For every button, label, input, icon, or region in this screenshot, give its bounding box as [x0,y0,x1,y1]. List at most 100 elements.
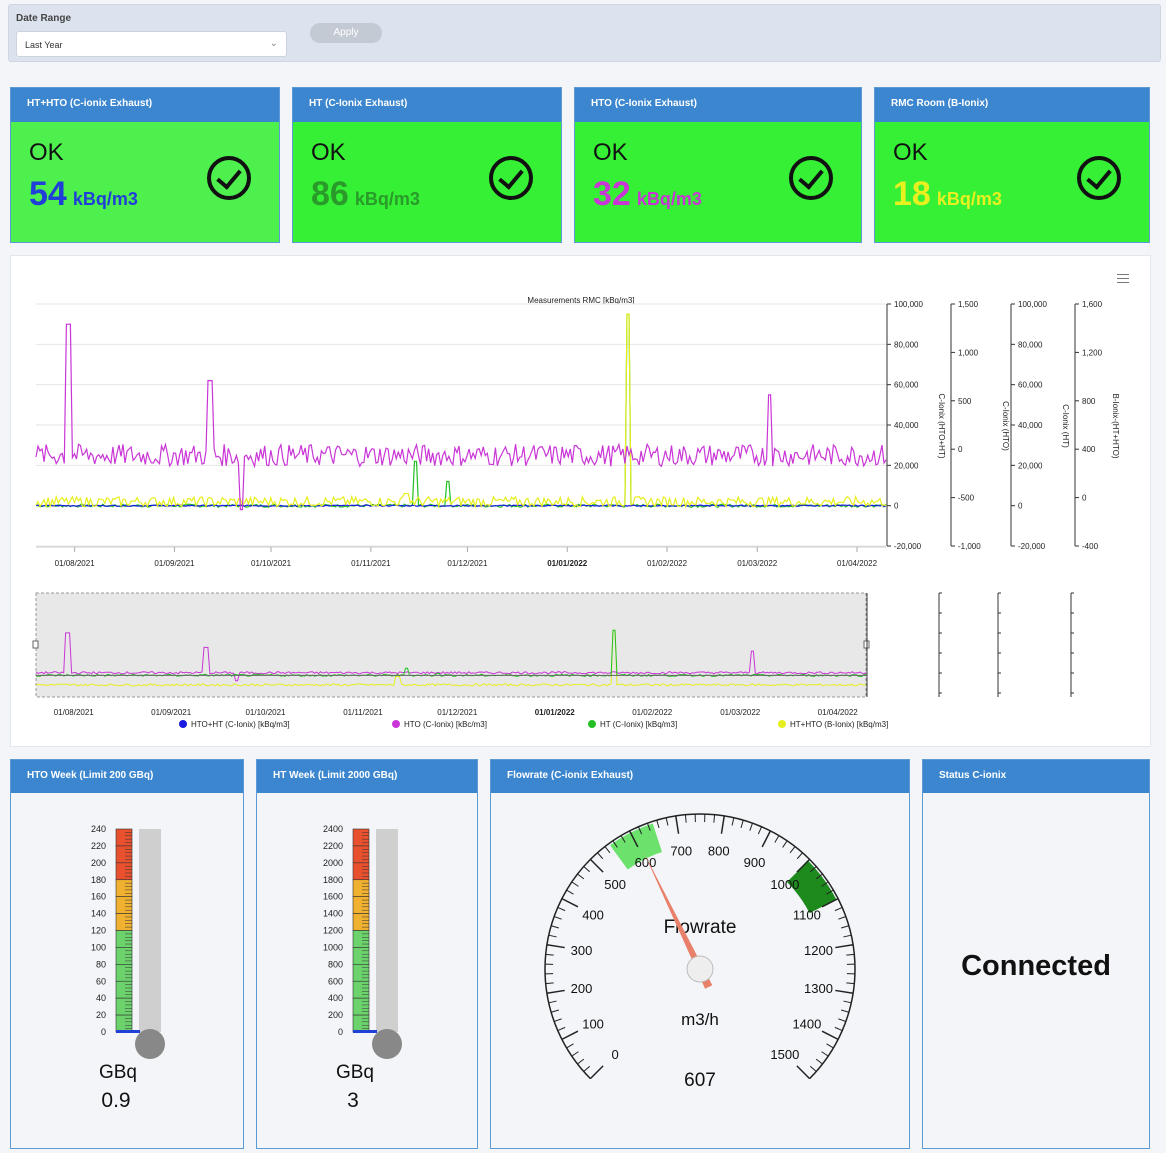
scale-band [115,879,133,897]
dial-major-tick [546,944,565,949]
x-tick-label: 01/01/2022 [547,559,588,568]
dial-minor-tick [553,1018,562,1022]
status-value: 32 kBq/m3 [593,175,702,214]
dial-major-tick [835,944,854,949]
dial-major-tick [761,830,772,848]
x-tick-label: 01/02/2022 [647,559,688,568]
legend-label: HTO (C-Ionix) [kBc/m3] [404,720,487,729]
dial-minor-tick [749,822,753,831]
dial-minor-tick [809,866,817,873]
dial-minor-tick [846,982,855,985]
dial-major-tick [835,989,854,994]
y-axis-label: C-Ionix (HTO) [1001,401,1010,451]
series-line [35,313,887,508]
navigator-tick-label: 01/08/2021 [54,708,95,717]
dial-arc [544,813,856,1080]
dial-major-tick [546,989,565,994]
dial-minor-tick [665,817,669,826]
scale-label: 1000 [323,942,343,952]
legend-marker [588,720,596,728]
dial-minor-tick [566,889,574,895]
scale-band [352,964,370,982]
dial-minor-tick [815,873,823,880]
scale-band [352,947,370,965]
navigator-series [35,632,867,682]
scale-band [115,964,133,982]
status-card-rmc: RMC Room (B-Ionix) OK 18 kBq/m3 [874,87,1150,243]
scale-band [352,997,370,1016]
connection-status: Connected [961,950,1111,982]
dial-major-tick [821,897,839,908]
date-range-select[interactable]: Last Year ⌄ [16,31,287,57]
ht-week-thermometer: 2400220020001800160014001200100080060040… [323,824,402,1112]
dial-minor-tick [583,866,591,873]
flowrate-card: Flowrate (C-ionix Exhaust) 0 100 200 300 400… [490,759,910,1149]
scale-label: 20 [96,1010,106,1020]
dial-minor-tick [821,881,829,887]
navigator-tick-label: 01/03/2022 [720,708,761,717]
hamburger-menu-icon[interactable] [1117,274,1129,286]
dial-minor-tick [656,820,660,828]
dial-tick-label: 900 [744,855,766,870]
dial-minor-tick [774,835,780,843]
dial-dark-band [786,860,837,914]
dial-minor-tick [713,814,716,823]
scale-band [115,913,133,931]
measurements-chart-panel: Measurements RMC [kBq/m3] 100,000 80,000 60… [10,255,1151,747]
x-tick-label: 01/03/2022 [737,559,778,568]
y-tick-label: -400 [1082,542,1099,551]
dial-minor-tick [571,881,579,887]
dial-minor-tick [846,953,855,956]
scale-label: 2000 [323,858,343,868]
scale-label: 1800 [323,875,343,885]
dial-minor-tick [551,1009,559,1013]
y-tick-label: 60,000 [1018,381,1043,390]
y-tick-label: 100,000 [894,300,923,309]
navigator-tick-label: 01/04/2022 [818,708,859,717]
chevron-down-icon: ⌄ [269,38,278,49]
status-body: OK 54 kBq/m3 [11,122,279,242]
y-tick-label: 1,600 [1082,300,1103,309]
status-value: 18 kBq/m3 [893,175,1002,214]
value-unit: kBq/m3 [636,189,702,209]
x-tick-label: 01/10/2021 [251,559,292,568]
scale-label: 140 [91,909,106,919]
dial-minor-tick [577,1058,585,1065]
y-tick-label: 1,200 [1082,348,1103,357]
scale-label: 1200 [323,926,343,936]
scale-band [115,862,133,881]
dial-minor-tick [841,1009,849,1013]
check-circle-icon [1077,156,1121,200]
scale-band [115,997,133,1016]
dial-minor-tick [731,817,735,826]
scale-band [352,862,370,881]
navigator-tick-label: 01/09/2021 [151,708,192,717]
dial-minor-tick [684,814,687,823]
dial-tick-label: 500 [604,877,626,892]
dial-minor-tick [834,1026,843,1032]
legend-label: HTO+HT (C-Ionix) [kBq/m3] [191,720,290,729]
dial-tick-label: 700 [670,843,692,858]
dial-needle [643,851,713,989]
y-tick-label: 800 [1082,397,1096,406]
y-axis-label: C-Ionix (HT) [1061,404,1070,448]
status-card-hto: HTO (C-Ionix Exhaust) OK 32 kBq/m3 [574,87,862,243]
scale-band [115,930,133,948]
scale-label: 240 [91,824,106,834]
scale-band [352,879,370,897]
y-tick-label: 60,000 [894,381,919,390]
scale-band [115,828,133,847]
dial-minor-tick [551,925,559,929]
y-tick-label: 0 [958,445,963,454]
dial-minor-tick [637,826,643,835]
dial-tick-label: 1300 [804,981,833,996]
status-cionix-card: Status C-ionix Connected [922,759,1150,1149]
dial-tick-label: 200 [571,981,593,996]
apply-button[interactable]: Apply [310,23,382,43]
x-tick-label: 01/12/2021 [447,559,488,568]
scale-label: 0 [338,1027,343,1037]
dial-major-tick [561,897,579,908]
status-body: OK 86 kBq/m3 [293,122,561,242]
scale-band [115,845,133,864]
